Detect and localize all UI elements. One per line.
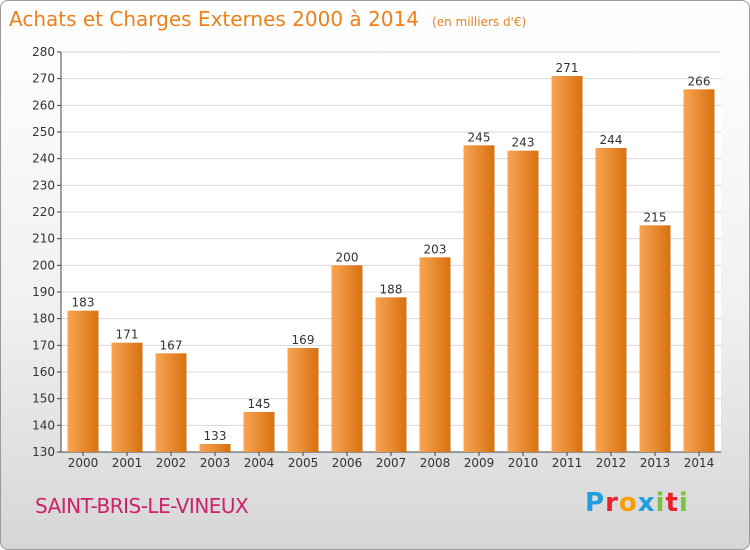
x-tick-label: 2005 [288,456,319,470]
x-tick-label: 2012 [596,456,627,470]
bar-2004 [243,412,275,452]
x-tick-label: 2000 [68,456,99,470]
data-label: 167 [160,338,183,352]
logo-letter: i [655,488,666,518]
chart-subtitle: (en milliers d'€) [432,15,527,29]
data-label: 133 [204,429,227,443]
logo-letter: P [585,488,606,518]
data-label: 243 [512,136,535,150]
x-tick-label: 2011 [552,456,583,470]
x-tick-label: 2006 [332,456,363,470]
bar-2003 [199,444,231,452]
data-label: 266 [688,74,711,88]
x-tick-label: 2004 [244,456,275,470]
axes: 130 140 150 160 170 180 190 200 210 220 230 240 250 2… [32,45,721,470]
y-tick-label: 130 [32,445,55,459]
bar-2009 [463,145,495,453]
x-tick-label: 2003 [200,456,231,470]
data-label: 215 [644,210,667,224]
y-tick-label: 170 [32,338,55,352]
x-tick-label: 2008 [420,456,451,470]
data-label: 169 [292,333,315,347]
data-labels: 183 171 167 133 145 169 200 188 203 245 243 271 244 2… [72,61,711,443]
data-label: 245 [468,130,491,144]
y-tick-label: 260 [32,98,55,112]
logo-letter: r [605,488,619,518]
bars [67,76,715,453]
y-tick-label: 230 [32,178,55,192]
y-tick-label: 140 [32,418,55,432]
y-tick-label: 190 [32,285,55,299]
y-tick-label: 280 [32,45,55,59]
data-label: 200 [336,250,359,264]
logo-letter: x [637,488,656,518]
bar-2005 [287,348,319,452]
data-label: 145 [248,397,271,411]
data-label: 203 [424,242,447,256]
city-name: SAINT-BRIS-LE-VINEUX [35,494,249,518]
bar-2002 [155,353,187,452]
bar-2008 [419,257,451,452]
data-label: 171 [116,328,139,342]
bar-2013 [639,225,671,452]
x-tick-label: 2014 [684,456,715,470]
y-tick-label: 210 [32,232,55,246]
data-label: 271 [556,61,579,75]
chart-title: Achats et Charges Externes 2000 à 2014 [9,7,419,31]
bar-2006 [331,265,363,452]
bar-2014 [683,89,715,452]
logo-letter: t [665,488,679,518]
y-tick-label: 150 [32,392,55,406]
title-row: Achats et Charges Externes 2000 à 2014 (… [9,7,526,31]
y-tick-label: 220 [32,205,55,219]
x-tick-label: 2013 [640,456,671,470]
y-tick-label: 200 [32,258,55,272]
x-tick-label: 2002 [156,456,187,470]
y-tick-label: 180 [32,312,55,326]
bar-2011 [551,76,583,452]
bar-2000 [67,310,99,452]
data-label: 183 [72,296,95,310]
logo-letter: i [678,488,689,518]
x-tick-label: 2007 [376,456,407,470]
data-label: 188 [380,282,403,296]
y-tick-label: 270 [32,72,55,86]
logo-letter: o [618,488,638,518]
bar-2007 [375,297,407,452]
y-tick-label: 240 [32,152,55,166]
x-tick-label: 2010 [508,456,539,470]
data-label: 244 [600,133,623,147]
proxiti-logo: Proxiti [585,488,689,518]
y-tick-label: 250 [32,125,55,139]
bar-2012 [595,148,627,452]
bar-2001 [111,342,143,452]
y-tick-label: 160 [32,365,55,379]
bar-2010 [507,150,539,452]
x-tick-label: 2009 [464,456,495,470]
x-tick-label: 2001 [112,456,143,470]
